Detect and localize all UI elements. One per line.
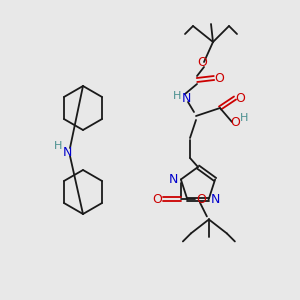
Text: N: N: [62, 146, 72, 158]
Text: H: H: [240, 113, 248, 123]
Text: N: N: [211, 193, 220, 206]
Text: H: H: [54, 141, 62, 151]
Text: N: N: [181, 92, 191, 104]
Text: O: O: [197, 56, 207, 68]
Text: O: O: [196, 193, 206, 206]
Text: O: O: [235, 92, 245, 104]
Text: N: N: [169, 173, 178, 186]
Text: H: H: [173, 91, 181, 101]
Text: O: O: [152, 193, 162, 206]
Text: O: O: [230, 116, 240, 130]
Text: O: O: [214, 71, 224, 85]
